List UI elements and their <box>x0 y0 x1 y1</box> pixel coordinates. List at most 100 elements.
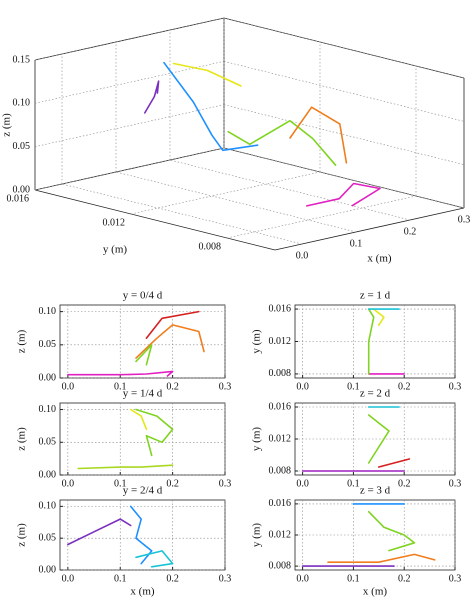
panel-title: y = 1/4 d <box>123 388 163 400</box>
x-tick-label: 0.3 <box>219 381 232 392</box>
panel-title: y = 0/4 d <box>123 290 163 302</box>
z-tick-label: 0.05 <box>13 141 31 152</box>
y-tick-label: 0.008 <box>269 560 292 571</box>
y-tick-label: 0.00 <box>39 564 57 575</box>
y-tick-label: 0.012 <box>269 529 292 540</box>
z-tick-label: 0.10 <box>13 98 31 109</box>
grid-line <box>223 61 465 122</box>
x-tick-label: 0.2 <box>166 573 179 584</box>
trajectory <box>227 119 337 166</box>
grid-line <box>34 17 225 61</box>
y-tick-label: 0.008 <box>269 465 292 476</box>
x-tick-label: 0.3 <box>458 214 471 225</box>
trajectory <box>145 310 200 339</box>
y-tick-label: 0.012 <box>269 336 292 347</box>
trajectory <box>327 553 436 563</box>
y-axis-label: z (m) <box>16 523 28 547</box>
trajectory <box>172 62 242 87</box>
grid-line <box>130 171 321 215</box>
grid-line <box>223 104 465 165</box>
y-tick-label: 0.008 <box>199 241 222 252</box>
x-tick-label: 0.0 <box>62 478 75 489</box>
x-tick-label: 0.0 <box>62 381 75 392</box>
panel-title: z = 1 d <box>360 290 391 302</box>
y-tick-label: 0.05 <box>39 437 57 448</box>
trajectory <box>144 80 160 114</box>
x-tick-label: 0.1 <box>347 478 360 489</box>
y-tick-label: 0.016 <box>7 193 30 204</box>
x-tick-label: 0.2 <box>398 381 411 392</box>
x-tick-label: 0.0 <box>296 381 309 392</box>
x-tick-label: 0.2 <box>404 226 417 237</box>
grid-line <box>226 195 417 239</box>
box-edge <box>34 189 276 251</box>
x-axis-label: x (m) <box>367 253 391 265</box>
x-tick-label: 0.3 <box>449 381 462 392</box>
y-tick-label: 0.016 <box>269 303 292 314</box>
trajectory <box>367 308 375 375</box>
plot-frame <box>59 499 226 571</box>
x-tick-label: 0.3 <box>449 478 462 489</box>
x-tick-label: 0.3 <box>449 573 462 584</box>
y-tick-label: 0.012 <box>103 217 126 228</box>
panel-title: z = 3 d <box>360 485 391 497</box>
trajectory <box>67 370 174 377</box>
x-tick-label: 0.1 <box>114 573 127 584</box>
x-tick-label: 0.0 <box>296 573 309 584</box>
grid-line <box>34 61 225 104</box>
y-axis-label: y (m) <box>251 427 263 451</box>
y-tick-label: 0.012 <box>269 433 292 444</box>
y-tick-label: 0.016 <box>269 498 292 509</box>
x-tick-label: 0.2 <box>166 478 179 489</box>
trajectory <box>135 408 174 457</box>
y-axis-label: z (m) <box>16 329 28 353</box>
x-tick-label: 0.1 <box>347 381 360 392</box>
y-tick-label: 0.00 <box>39 469 57 480</box>
x-tick-label: 0.2 <box>398 478 411 489</box>
panel-title: z = 2 d <box>360 388 391 400</box>
y-axis-label: y (m) <box>103 244 127 256</box>
grid-line <box>169 159 411 221</box>
trajectory <box>77 464 174 470</box>
panel-title: y = 2/4 d <box>123 485 163 497</box>
trajectory <box>163 61 259 152</box>
x-tick-label: 0.1 <box>114 478 127 489</box>
trajectory <box>135 344 153 366</box>
x-tick-label: 0.0 <box>62 573 75 584</box>
y-tick-label: 0.008 <box>269 368 292 379</box>
trajectory <box>135 550 174 568</box>
x-tick-label: 0.0 <box>296 250 309 261</box>
z-tick-label: 0.00 <box>13 184 31 195</box>
grid-line <box>34 104 225 147</box>
trajectory <box>378 458 411 468</box>
x-tick-label: 0.1 <box>350 238 363 249</box>
grid-line <box>223 147 465 209</box>
x-tick-label: 0.3 <box>219 478 232 489</box>
trajectory <box>367 510 416 552</box>
trajectory <box>372 308 385 327</box>
x-tick-label: 0.1 <box>347 573 360 584</box>
trajectory <box>135 324 205 359</box>
x-tick-label: 0.3 <box>219 573 232 584</box>
y-tick-label: 0.05 <box>39 339 57 350</box>
z-axis-label: z (m) <box>1 113 13 137</box>
x-tick-label: 0.0 <box>296 478 309 489</box>
y-tick-label: 0.10 <box>39 404 57 415</box>
plot-frame <box>294 402 456 476</box>
x-tick-label: 0.1 <box>114 381 127 392</box>
trajectory <box>367 414 390 464</box>
plot-frame <box>294 304 456 379</box>
trajectory <box>306 182 381 207</box>
grid-line <box>34 147 225 191</box>
z-tick-label: 0.15 <box>13 54 31 65</box>
box-edge <box>274 207 465 251</box>
y-tick-label: 0.00 <box>39 372 57 383</box>
y-axis-label: y (m) <box>251 523 263 547</box>
trajectory <box>289 106 348 164</box>
trajectory <box>67 518 132 546</box>
grid-line <box>61 183 303 245</box>
x-tick-label: 0.2 <box>398 573 411 584</box>
plot-frame <box>59 402 226 476</box>
y-tick-label: 0.05 <box>39 532 57 543</box>
